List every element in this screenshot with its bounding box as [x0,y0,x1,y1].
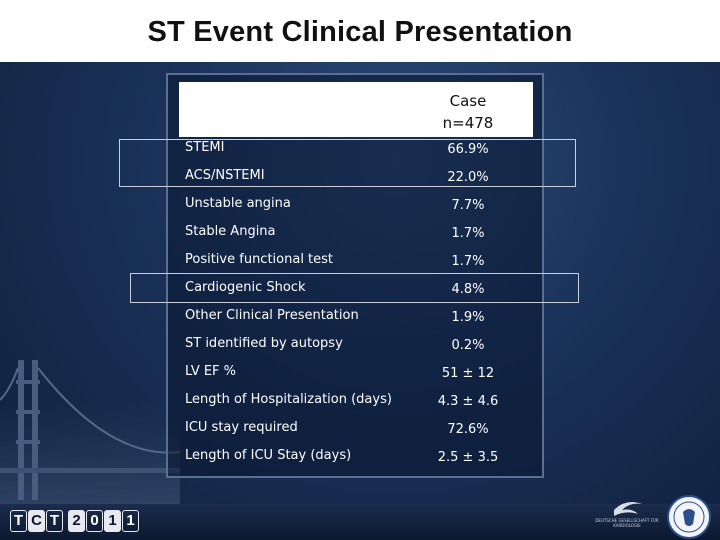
row-label: ICU stay required [185,420,298,435]
row-value: 7.7% [451,198,485,213]
row-label: Stable Angina [185,224,276,239]
society-logo-icon [614,502,642,516]
row-value: 1.7% [451,226,485,241]
table-header [179,82,533,137]
tct-logo-char: T [10,510,27,532]
row-label: ACS/NSTEMI [185,168,265,183]
tct-2011-logo: T C T 2 0 1 1 [8,510,140,534]
row-label: ST identified by autopsy [185,336,343,351]
society-logo-text: DEUTSCHE GESELLSCHAFT FÜR KARDIOLOGIE [595,518,659,528]
tct-logo-char: 1 [104,510,121,532]
row-value: 4.8% [451,282,485,297]
row-label: STEMI [185,140,225,155]
bridge-silhouette-icon [0,360,180,510]
row-value: 72.6% [447,422,489,437]
row-value: 2.5 ± 3.5 [437,450,499,465]
tct-logo-char: C [28,510,45,532]
data-table [166,73,544,478]
column-header-n: n=478 [442,114,494,132]
tct-logo-char: 1 [122,510,139,532]
highlight-box-shock [130,273,579,303]
row-label: Cardiogenic Shock [185,280,306,295]
row-label: Positive functional test [185,252,334,267]
row-value: 1.7% [451,254,485,269]
tct-logo-char: 2 [68,510,85,532]
row-value: 4.3 ± 4.6 [437,394,499,409]
row-value: 22.0% [447,170,489,185]
row-label: Length of Hospitalization (days) [185,392,392,407]
row-label: LV EF % [185,364,237,379]
tct-logo-char: T [46,510,63,532]
highlight-box-acs [119,139,576,187]
column-header-case: Case [449,92,487,110]
slide-title: ST Event Clinical Presentation [147,16,573,48]
row-value: 1.9% [451,310,485,325]
row-label: Unstable angina [185,196,291,211]
row-value: 51 ± 12 [441,366,495,381]
medical-seal-icon [667,495,711,539]
row-value: 0.2% [451,338,485,353]
tct-logo-char: 0 [86,510,103,532]
row-label: Length of ICU Stay (days) [185,448,352,463]
row-label: Other Clinical Presentation [185,308,359,323]
row-value: 66.9% [447,142,489,157]
title-bar [0,0,720,62]
